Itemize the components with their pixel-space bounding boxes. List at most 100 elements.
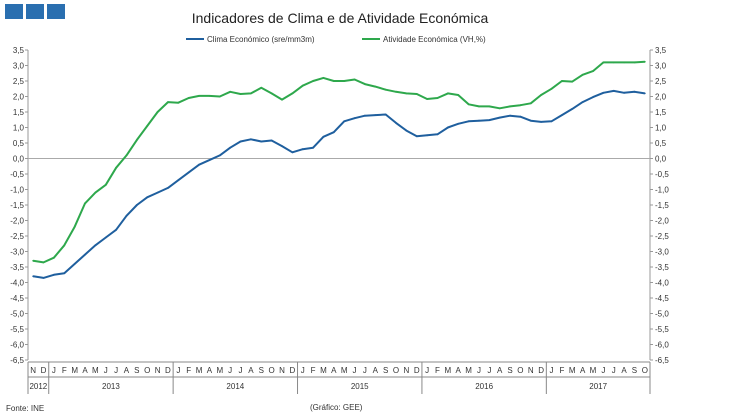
month-label: J	[301, 366, 305, 375]
year-label: 2012	[29, 382, 47, 391]
data-point-atividade	[447, 92, 449, 95]
data-point-clima	[187, 171, 190, 174]
chart-title: Indicadores de Clima e de Atividade Econ…	[192, 10, 489, 26]
data-point-atividade	[332, 80, 335, 82]
data-point-clima	[53, 273, 55, 276]
month-label: A	[456, 366, 462, 375]
data-point-atividade	[229, 90, 232, 93]
left-tick-label: -0,5	[10, 170, 24, 179]
month-label: M	[196, 366, 203, 375]
data-point-atividade	[550, 87, 553, 90]
data-point-clima	[291, 151, 294, 154]
data-point-clima	[623, 91, 625, 94]
month-label: J	[601, 366, 605, 375]
month-label: F	[62, 366, 67, 375]
right-tick-label: -5,0	[655, 310, 669, 319]
left-axis: 3,5 3,0 2,5 2,0 1,5 1,0 0,5 0,0 -0,5 -1,0 -1,5 -2,0…	[10, 46, 28, 365]
data-point-clima	[167, 187, 169, 189]
year-label: 2013	[102, 382, 120, 391]
month-label: J	[239, 366, 243, 375]
month-label: M	[320, 366, 327, 375]
data-point-clima	[198, 163, 201, 166]
legend-label-clima: Clima Económico (sre/mm3m)	[207, 35, 315, 44]
legend: Clima Económico (sre/mm3m) Atividade Eco…	[186, 35, 486, 44]
month-label: N	[279, 366, 285, 375]
data-point-atividade	[395, 90, 397, 93]
month-label: J	[52, 366, 56, 375]
data-point-atividade	[540, 94, 542, 96]
month-label: A	[373, 366, 379, 375]
data-point-clima	[436, 133, 439, 136]
right-tick-label: 3,5	[655, 46, 667, 55]
right-tick-label: -1,5	[655, 201, 669, 210]
year-label: 2015	[351, 382, 369, 391]
data-point-atividade	[125, 154, 128, 157]
data-point-clima	[581, 101, 584, 103]
month-label: J	[176, 366, 180, 375]
right-tick-label: 2,0	[655, 93, 667, 102]
data-point-atividade	[519, 104, 522, 107]
right-tick-label: 0,0	[655, 155, 667, 164]
left-tick-label: 2,5	[13, 77, 25, 86]
left-tick-label: 0,5	[13, 139, 25, 148]
left-tick-label: -4,0	[10, 279, 24, 288]
data-point-atividade	[374, 85, 377, 88]
data-point-atividade	[208, 95, 211, 97]
data-point-atividade	[198, 95, 201, 97]
month-label: N	[528, 366, 534, 375]
data-point-clima	[156, 191, 159, 194]
month-label: M	[569, 366, 576, 375]
data-point-atividade	[84, 202, 86, 205]
month-label: S	[383, 366, 388, 375]
data-point-clima	[73, 263, 76, 265]
month-label: J	[228, 366, 232, 375]
data-point-clima	[426, 134, 428, 137]
month-label: F	[311, 366, 316, 375]
month-label: M	[445, 366, 452, 375]
right-tick-label: -4,0	[655, 279, 669, 288]
data-point-atividade	[301, 84, 304, 87]
right-tick-label: 1,5	[655, 108, 667, 117]
data-point-atividade	[146, 125, 149, 127]
right-tick-label: -2,5	[655, 232, 669, 241]
data-point-clima	[218, 154, 221, 157]
month-label: A	[124, 366, 130, 375]
data-point-clima	[353, 117, 356, 120]
month-label: J	[477, 366, 481, 375]
data-point-clima	[32, 275, 35, 278]
data-point-clima	[343, 120, 346, 123]
month-label: M	[92, 366, 99, 375]
month-label: O	[393, 366, 399, 375]
month-label: D	[538, 366, 544, 375]
month-label: D	[414, 366, 420, 375]
data-point-clima	[239, 140, 242, 143]
right-tick-label: -6,0	[655, 341, 669, 350]
month-label: M	[71, 366, 78, 375]
data-point-atividade	[623, 61, 625, 64]
month-label: A	[331, 366, 337, 375]
logo-square-3	[47, 4, 65, 19]
right-tick-label: 2,5	[655, 77, 667, 86]
data-point-clima	[63, 272, 66, 275]
data-point-atividade	[405, 92, 408, 95]
left-tick-label: -1,0	[10, 186, 24, 195]
month-label: O	[144, 366, 150, 375]
data-point-atividade	[156, 111, 159, 113]
month-label: A	[82, 366, 88, 375]
month-label: N	[155, 366, 161, 375]
data-point-clima	[260, 140, 263, 143]
data-point-clima	[332, 131, 335, 134]
right-tick-label: -0,5	[655, 170, 669, 179]
data-point-clima	[364, 114, 366, 117]
left-tick-label: -4,5	[10, 294, 24, 303]
data-point-atividade	[498, 107, 501, 110]
month-label: J	[104, 366, 108, 375]
data-point-clima	[643, 92, 646, 95]
data-point-atividade	[94, 191, 97, 194]
month-label: J	[612, 366, 616, 375]
data-point-atividade	[426, 98, 428, 100]
series-line-clima	[33, 89, 645, 279]
data-point-clima	[374, 114, 377, 116]
month-label: A	[207, 366, 213, 375]
